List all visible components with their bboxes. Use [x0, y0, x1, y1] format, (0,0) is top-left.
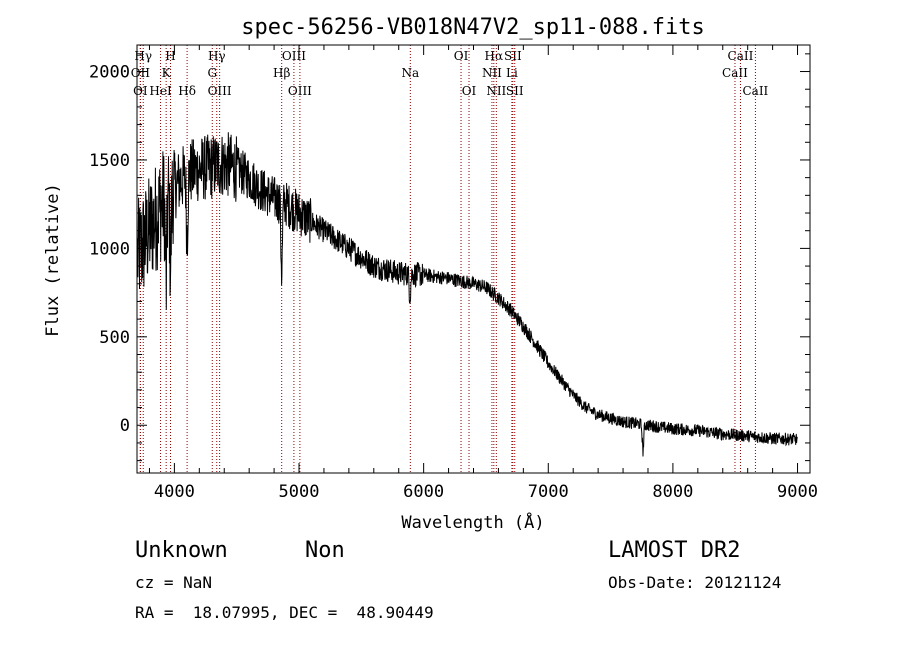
- y-tick-label: 1000: [89, 239, 130, 259]
- axes: 4000 5000 6000 7000 8000 9000 0 500 1000 1500 2000: [89, 45, 818, 502]
- redshift-cz: cz = NaN: [135, 573, 213, 592]
- line-marker-label: HeI: [149, 84, 172, 98]
- y-tick-label: 1500: [89, 151, 130, 171]
- x-tick-label: 7000: [528, 482, 569, 502]
- line-marker-label: NII: [486, 84, 506, 98]
- line-marker-label: Hβ: [273, 66, 290, 80]
- line-marker-label: Na: [401, 66, 419, 80]
- line-marker-label: OIII: [208, 84, 232, 98]
- x-axis-label: Wavelength (Å): [401, 511, 544, 533]
- spectrum-line: [137, 132, 798, 457]
- line-marker-label: K: [162, 66, 172, 80]
- y-axis-label: Flux (relative): [43, 183, 63, 337]
- line-marker-label: OI: [454, 49, 469, 63]
- spectrum-chart: spec-56256-VB018N47V2_sp11-088.fits Hγ H O…: [43, 15, 818, 533]
- x-tick-label: 9000: [777, 482, 818, 502]
- x-tick-label: 4000: [154, 482, 195, 502]
- x-tick-label: 6000: [403, 482, 444, 502]
- coordinates: RA = 18.07995, DEC = 48.90449: [135, 603, 434, 622]
- line-marker-label: Hδ: [178, 84, 196, 98]
- line-marker-label: OI: [462, 84, 477, 98]
- line-marker-label: CaII: [722, 66, 748, 80]
- line-marker-label: H: [165, 49, 175, 63]
- line-marker-label: Hγ: [208, 49, 226, 63]
- y-tick-label: 500: [99, 328, 130, 348]
- line-marker-label: SII: [506, 84, 524, 98]
- line-marker-label: CaII: [742, 84, 768, 98]
- line-marker-label: OIII: [282, 49, 306, 63]
- object-type: Unknown: [135, 538, 228, 563]
- line-marker-label: NII: [482, 66, 502, 80]
- survey-label: LAMOST DR2: [608, 538, 741, 563]
- x-tick-label: 8000: [652, 482, 693, 502]
- line-marker-label: Li: [506, 66, 518, 80]
- line-marker-label: Hγ: [134, 49, 152, 63]
- line-marker-label: Hα: [485, 49, 504, 63]
- line-marker-label: CaII: [728, 49, 754, 63]
- y-tick-label: 2000: [89, 63, 130, 83]
- line-marker-label: SII: [504, 49, 522, 63]
- obs-date: Obs-Date: 20121124: [608, 573, 782, 592]
- line-marker-label: OIII: [288, 84, 312, 98]
- line-marker-label: G: [207, 66, 217, 80]
- y-tick-label: 0: [120, 416, 130, 436]
- x-tick-label: 5000: [279, 482, 320, 502]
- plot-frame: [136, 44, 811, 474]
- subclass: Non: [305, 538, 345, 563]
- chart-title: spec-56256-VB018N47V2_sp11-088.fits: [241, 15, 705, 40]
- line-marker-label: OI: [133, 84, 148, 98]
